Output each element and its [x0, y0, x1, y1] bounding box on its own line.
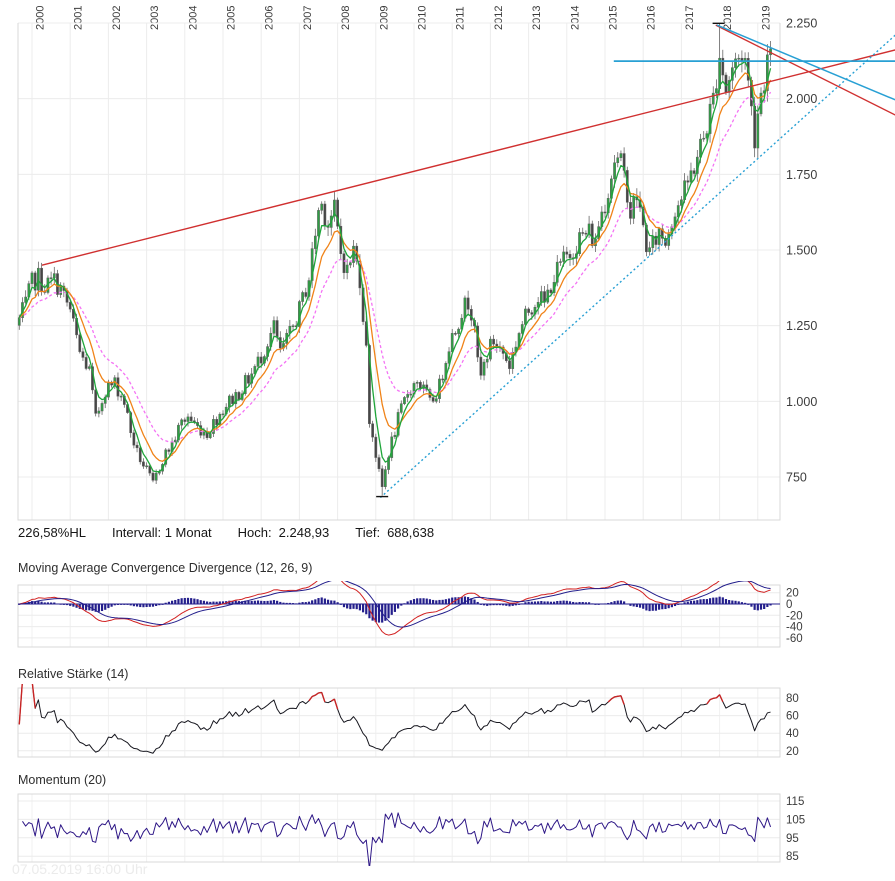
svg-text:20: 20 — [786, 746, 799, 758]
svg-text:2013: 2013 — [531, 6, 543, 30]
low-value: 688,638 — [387, 525, 435, 540]
change-percent: 226,58%HL — [18, 525, 86, 540]
svg-text:2017: 2017 — [684, 6, 696, 30]
svg-text:1.000: 1.000 — [786, 395, 817, 409]
svg-text:2002: 2002 — [111, 6, 123, 30]
price-panel: 2000 2001 2002 2003 2004 2005 2006 2007 2008 2009… — [17, 6, 817, 521]
svg-text:40: 40 — [786, 728, 799, 740]
svg-text:2006: 2006 — [264, 6, 276, 30]
svg-text:2011: 2011 — [455, 6, 467, 30]
svg-text:-20: -20 — [786, 610, 803, 622]
svg-text:750: 750 — [786, 471, 807, 485]
high-label: Hoch: — [237, 525, 272, 540]
svg-text:2005: 2005 — [226, 6, 238, 30]
rsi-title: Relative Stärke (14) — [18, 667, 129, 681]
interval-label: Intervall: 1 Monat — [111, 525, 212, 540]
svg-text:2001: 2001 — [73, 6, 85, 30]
svg-text:-60: -60 — [786, 633, 803, 645]
svg-text:105: 105 — [786, 814, 805, 826]
chart-timestamp: 07.05.2019 16:00 Uhr — [12, 861, 148, 877]
svg-text:2008: 2008 — [340, 6, 352, 30]
svg-text:20: 20 — [786, 588, 799, 600]
svg-text:2003: 2003 — [149, 6, 161, 30]
svg-text:2000: 2000 — [35, 6, 47, 30]
trendlines — [41, 22, 895, 499]
low-label: Tief: — [355, 525, 381, 540]
moving-averages — [18, 60, 772, 473]
svg-text:-40: -40 — [786, 622, 803, 634]
svg-text:1.750: 1.750 — [786, 168, 817, 182]
svg-text:0: 0 — [786, 599, 792, 611]
svg-text:2004: 2004 — [187, 6, 199, 30]
momentum-panel: 115 105 95 85 — [17, 793, 805, 866]
svg-text:2010: 2010 — [417, 6, 429, 30]
svg-text:2.000: 2.000 — [786, 92, 817, 106]
svg-text:2015: 2015 — [608, 6, 620, 30]
svg-text:1.500: 1.500 — [786, 244, 817, 258]
svg-text:85: 85 — [786, 851, 799, 863]
high-value: 2.248,93 — [278, 525, 330, 540]
low-readout: Tief: 688,638 — [355, 525, 434, 540]
candles — [17, 23, 772, 496]
svg-text:2009: 2009 — [378, 6, 390, 30]
svg-text:115: 115 — [786, 796, 804, 808]
svg-text:2018: 2018 — [722, 6, 734, 30]
svg-text:1.250: 1.250 — [786, 319, 817, 333]
svg-text:2019: 2019 — [760, 6, 772, 30]
svg-text:95: 95 — [786, 833, 799, 845]
svg-text:2012: 2012 — [493, 6, 505, 30]
svg-text:2.250: 2.250 — [786, 17, 817, 31]
macd-panel: 200-20-40-60 — [17, 581, 803, 648]
svg-text:60: 60 — [786, 711, 799, 723]
svg-text:2016: 2016 — [646, 6, 658, 30]
svg-text:2007: 2007 — [302, 6, 314, 30]
svg-text:80: 80 — [786, 693, 799, 705]
macd-title: Moving Average Convergence Divergence (1… — [18, 561, 313, 575]
rsi-panel: 80 60 40 20 — [17, 684, 799, 758]
high-readout: Hoch: 2.248,93 — [238, 525, 330, 540]
momentum-title: Momentum (20) — [18, 773, 107, 787]
svg-text:2014: 2014 — [569, 6, 581, 30]
price-summary-bar: 226,58%HL Intervall: 1 Monat Hoch: 2.248,… — [18, 525, 434, 540]
